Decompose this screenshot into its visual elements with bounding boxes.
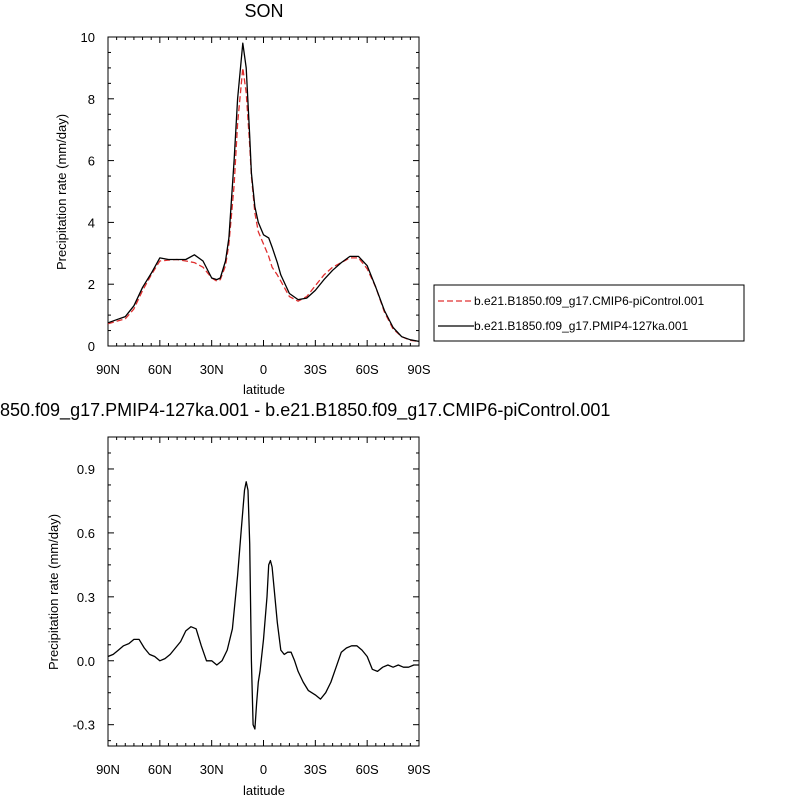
chart-top-y-axis-label: Precipitation rate (mm/day) <box>54 114 69 270</box>
x-tick-label-bottom: 90N <box>96 762 120 777</box>
y-tick-label-bottom: -0.3 <box>73 718 95 733</box>
chart-legend: b.e21.B1850.f09_g17.CMIP6-piControl.001 … <box>433 284 745 342</box>
y-tick-label-top: 0 <box>88 339 95 354</box>
x-tick-label-top: 30N <box>200 362 224 377</box>
y-tick-label-top: 2 <box>88 277 95 292</box>
x-tick-label-bottom: 0 <box>260 762 267 777</box>
series-line-top-0 <box>107 67 420 343</box>
y-tick-label-top: 10 <box>81 30 95 45</box>
plot-frame-bottom <box>107 436 420 747</box>
x-tick-label-bottom: 30N <box>200 762 224 777</box>
chart-bottom-x-axis-label: latitude <box>243 783 285 798</box>
y-tick-label-bottom: 0.0 <box>77 654 95 669</box>
plot-frame-top <box>107 36 420 347</box>
chart-bottom-y-axis-label: Precipitation rate (mm/day) <box>46 514 61 670</box>
x-tick-label-bottom: 60S <box>356 762 379 777</box>
series-line-top-1 <box>107 42 420 343</box>
legend-label-127ka: b.e21.B1850.f09_g17.PMIP4-127ka.001 <box>474 319 688 333</box>
y-tick-label-top: 6 <box>88 154 95 169</box>
chart-top: SON latitude Precipitation rate (mm/day)… <box>54 1 431 397</box>
x-tick-label-bottom: 30S <box>304 762 327 777</box>
x-tick-label-bottom: 90S <box>407 762 430 777</box>
y-tick-label-top: 8 <box>88 92 95 107</box>
series-line-bottom-0 <box>107 481 419 730</box>
x-tick-label-top: 0 <box>260 362 267 377</box>
chart-top-x-axis-label: latitude <box>243 382 285 397</box>
x-tick-label-top: 90N <box>96 362 120 377</box>
x-tick-label-top: 60N <box>148 362 172 377</box>
x-tick-label-top: 90S <box>407 362 430 377</box>
legend-box <box>433 284 745 342</box>
y-tick-label-bottom: 0.9 <box>77 462 95 477</box>
chart-bottom-title: 850.f09_g17.PMIP4-127ka.001 - b.e21.B185… <box>0 400 610 421</box>
y-tick-label-top: 4 <box>88 215 95 230</box>
y-tick-label-bottom: 0.6 <box>77 526 95 541</box>
legend-label-control: b.e21.B1850.f09_g17.CMIP6-piControl.001 <box>474 294 704 308</box>
y-tick-label-bottom: 0.3 <box>77 590 95 605</box>
x-tick-label-top: 60S <box>356 362 379 377</box>
x-tick-label-top: 30S <box>304 362 327 377</box>
chart-bottom: 850.f09_g17.PMIP4-127ka.001 - b.e21.B185… <box>0 400 610 798</box>
x-tick-label-bottom: 60N <box>148 762 172 777</box>
chart-top-title: SON <box>244 1 283 21</box>
